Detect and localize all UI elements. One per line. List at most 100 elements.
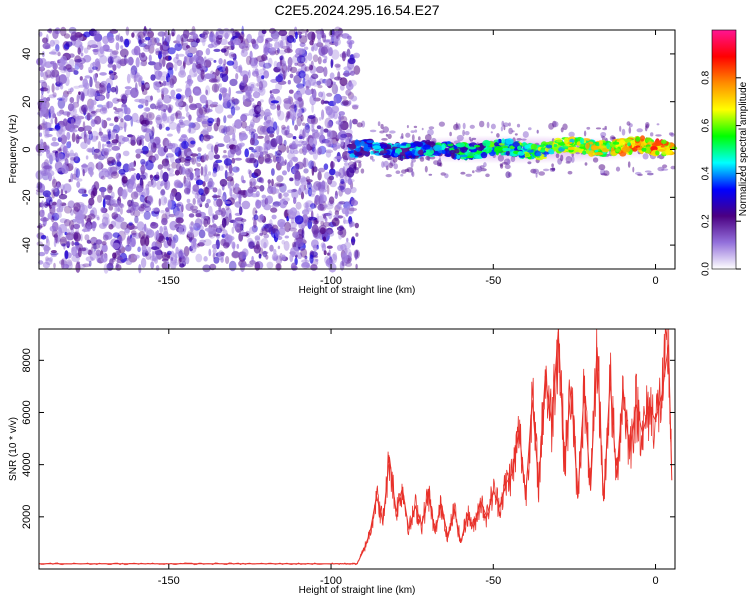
noise-blob <box>197 242 205 247</box>
trace-blob <box>360 140 365 147</box>
trace-blob <box>645 137 653 143</box>
noise-blob <box>310 160 316 171</box>
noise-blob <box>276 183 285 187</box>
noise-blob <box>88 69 93 74</box>
noise-blob <box>294 62 298 66</box>
noise-blob <box>211 83 220 93</box>
trace-scatter-blob <box>662 164 668 169</box>
noise-blob <box>253 219 257 229</box>
noise-blob <box>108 130 111 140</box>
trace-blob <box>411 149 415 155</box>
noise-blob <box>320 126 324 136</box>
noise-blob <box>288 65 293 72</box>
noise-blob <box>66 131 71 141</box>
noise-blob <box>54 184 62 190</box>
noise-blob <box>245 55 252 66</box>
noise-blob <box>73 223 80 230</box>
trace-scatter-blob <box>420 156 424 160</box>
noise-blob <box>206 198 211 204</box>
noise-blob <box>341 207 348 215</box>
noise-blob <box>179 263 185 268</box>
noise-blob <box>52 29 59 40</box>
noise-blob <box>71 132 76 143</box>
noise-blob <box>70 224 75 235</box>
noise-blob <box>195 213 202 218</box>
noise-blob <box>70 118 75 126</box>
trace-blob <box>399 152 405 156</box>
noise-blob <box>74 167 79 178</box>
noise-blob <box>190 221 194 226</box>
noise-blob <box>333 38 342 46</box>
noise-blob <box>275 96 282 106</box>
noise-blob <box>203 238 212 246</box>
noise-blob <box>263 203 272 211</box>
trace-scatter-blob <box>383 160 389 168</box>
noise-blob <box>111 145 120 151</box>
noise-blob <box>142 200 151 208</box>
noise-blob <box>68 141 72 146</box>
noise-blob <box>114 108 123 112</box>
noise-blob <box>58 65 67 71</box>
noise-blob <box>39 138 44 149</box>
x-tick-label: -150 <box>158 275 180 287</box>
noise-blob <box>83 31 91 38</box>
trace-scatter-blob <box>411 158 416 163</box>
noise-blob <box>160 195 167 206</box>
trace-scatter-blob <box>410 169 414 176</box>
noise-blob <box>294 172 301 182</box>
noise-blob <box>160 188 166 196</box>
noise-blob <box>137 104 144 109</box>
trace-blob <box>655 150 660 156</box>
noise-blob <box>231 96 235 103</box>
noise-blob <box>170 114 175 122</box>
noise-blob <box>179 157 186 163</box>
noise-blob <box>71 240 75 247</box>
noise-blob <box>221 217 227 228</box>
noise-blob <box>340 185 346 193</box>
noise-blob <box>150 179 157 188</box>
y-tick-label: 0 <box>21 146 33 152</box>
noise-blob <box>79 76 83 81</box>
noise-blob <box>216 65 223 71</box>
noise-blob <box>293 149 299 155</box>
noise-blob <box>119 35 124 43</box>
noise-blob <box>46 97 51 102</box>
noise-blob <box>351 236 356 246</box>
noise-blob <box>162 94 172 104</box>
trace-blob <box>441 149 446 155</box>
noise-blob <box>276 104 281 111</box>
noise-blob <box>115 216 125 223</box>
trace-scatter-blob <box>449 131 452 137</box>
noise-blob <box>136 173 141 181</box>
noise-blob <box>316 80 322 86</box>
noise-blob <box>348 251 352 259</box>
trace-blob <box>557 141 565 146</box>
noise-blob <box>90 190 95 199</box>
noise-blob <box>331 83 339 95</box>
noise-blob <box>161 217 168 226</box>
noise-blob <box>119 48 129 58</box>
noise-blob <box>323 204 329 208</box>
noise-blob <box>96 104 104 108</box>
noise-blob <box>169 192 175 201</box>
noise-blob <box>284 130 288 136</box>
noise-blob <box>159 104 168 112</box>
noise-blob <box>241 262 248 268</box>
noise-blob <box>286 209 294 215</box>
trace-scatter-blob <box>424 165 428 173</box>
noise-blob <box>289 66 298 74</box>
noise-blob <box>162 254 171 261</box>
noise-blob <box>318 117 322 121</box>
noise-blob <box>139 166 147 171</box>
noise-blob <box>207 226 216 236</box>
trace-scatter-blob <box>619 125 622 132</box>
trace-scatter-blob <box>439 162 443 167</box>
noise-blob <box>40 107 47 115</box>
noise-blob <box>240 231 247 236</box>
noise-blob <box>88 197 95 206</box>
noise-blob <box>328 210 333 220</box>
noise-blob <box>42 190 52 198</box>
noise-blob <box>60 69 68 74</box>
trace-blob <box>433 144 442 151</box>
noise-blob <box>163 197 168 204</box>
